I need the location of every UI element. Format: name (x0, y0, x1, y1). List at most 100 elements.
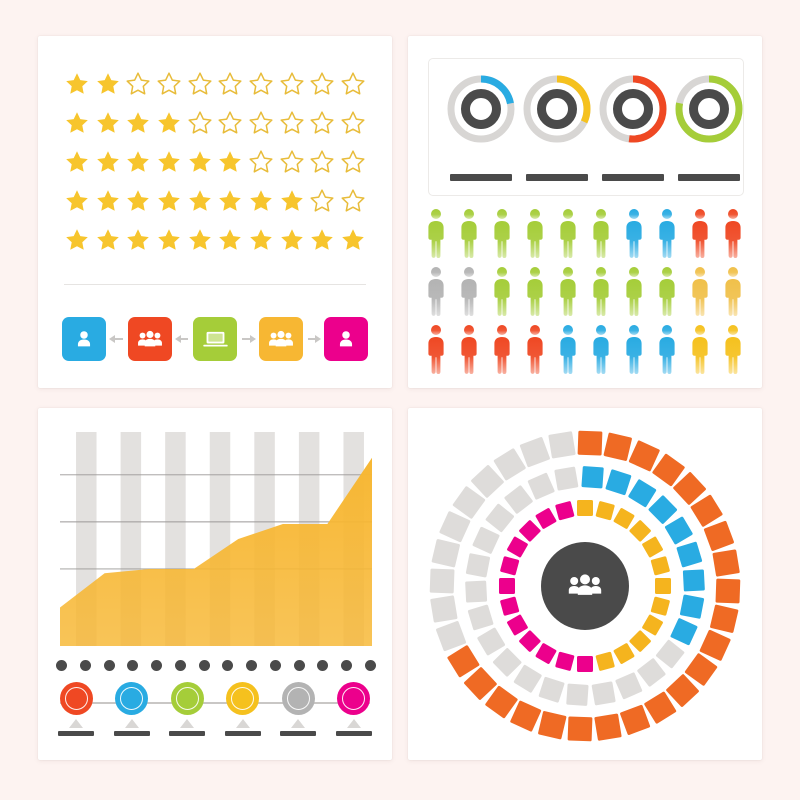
star-empty-icon[interactable] (309, 149, 335, 175)
star-empty-icon[interactable] (309, 188, 335, 214)
timeline-pointer-triangle (124, 719, 139, 728)
star-empty-icon[interactable] (248, 71, 274, 97)
star-filled-icon[interactable] (156, 188, 182, 214)
timeline-step-5[interactable] (276, 682, 320, 736)
people-row-2 (424, 266, 746, 318)
star-filled-icon[interactable] (248, 227, 274, 253)
star-filled-icon[interactable] (187, 188, 213, 214)
outer-ring-segment (485, 685, 518, 719)
axis-dot (174, 659, 186, 671)
star-empty-icon[interactable] (217, 71, 243, 97)
timeline-marker[interactable] (337, 682, 371, 715)
middle-ring-segment (554, 466, 579, 491)
star-filled-icon[interactable] (64, 227, 90, 253)
star-empty-icon[interactable] (309, 71, 335, 97)
star-empty-icon[interactable] (340, 188, 366, 214)
person-icon (523, 266, 548, 318)
star-filled-icon[interactable] (95, 110, 121, 136)
gauge-1[interactable] (445, 73, 517, 149)
timeline-step-2[interactable] (110, 682, 154, 736)
flow-tile-group[interactable] (258, 317, 303, 361)
star-empty-icon[interactable] (248, 110, 274, 136)
axis-dot-strip (56, 658, 376, 672)
donut-gauge-card (428, 58, 744, 196)
star-empty-icon[interactable] (340, 71, 366, 97)
outer-ring-segment (538, 711, 567, 740)
star-filled-icon[interactable] (95, 149, 121, 175)
middle-ring (465, 466, 705, 706)
star-filled-icon[interactable] (64, 110, 90, 136)
star-empty-icon[interactable] (187, 110, 213, 136)
star-filled-icon[interactable] (125, 227, 151, 253)
timeline-marker[interactable] (115, 682, 149, 715)
star-filled-icon[interactable] (248, 188, 274, 214)
star-filled-icon[interactable] (95, 227, 121, 253)
star-filled-icon[interactable] (309, 227, 335, 253)
star-filled-icon[interactable] (125, 188, 151, 214)
gauge-4[interactable] (673, 73, 745, 149)
timeline-pointer-triangle (346, 719, 361, 728)
user-icon (335, 328, 357, 350)
middle-ring-segment (670, 618, 698, 646)
star-empty-icon[interactable] (309, 110, 335, 136)
gauge-3-label-bar (602, 174, 664, 181)
area-chart-panel (38, 408, 392, 760)
star-filled-icon[interactable] (156, 227, 182, 253)
axis-dot (341, 659, 353, 671)
star-filled-icon[interactable] (187, 149, 213, 175)
timeline-marker[interactable] (59, 682, 93, 715)
inner-ring-segment (650, 556, 670, 576)
person-icon (622, 266, 647, 318)
star-filled-icon[interactable] (156, 110, 182, 136)
timeline-marker[interactable] (281, 682, 315, 715)
star-empty-icon[interactable] (279, 110, 305, 136)
star-empty-icon[interactable] (279, 149, 305, 175)
star-filled-icon[interactable] (95, 188, 121, 214)
middle-ring-segment (477, 627, 506, 656)
timeline-items (54, 682, 376, 736)
gauge-3[interactable] (597, 73, 669, 149)
flow-tile-laptop[interactable] (193, 317, 237, 361)
flow-tile-user[interactable] (62, 317, 106, 361)
star-empty-icon[interactable] (340, 110, 366, 136)
inner-ring-segment (500, 556, 520, 576)
star-rating-row (64, 220, 366, 259)
star-filled-icon[interactable] (64, 71, 90, 97)
star-filled-icon[interactable] (217, 188, 243, 214)
middle-ring-segment (676, 541, 703, 568)
star-filled-icon[interactable] (125, 149, 151, 175)
star-empty-icon[interactable] (340, 149, 366, 175)
timeline-step-4[interactable] (221, 682, 265, 736)
star-filled-icon[interactable] (125, 110, 151, 136)
arrow-head (109, 334, 115, 343)
star-filled-icon[interactable] (64, 188, 90, 214)
timeline-marker[interactable] (226, 682, 260, 715)
middle-ring-segment (492, 648, 522, 677)
middle-ring-segment (591, 681, 616, 706)
star-filled-icon[interactable] (279, 227, 305, 253)
star-filled-icon[interactable] (340, 227, 366, 253)
star-rating-row (64, 181, 366, 220)
star-filled-icon[interactable] (217, 227, 243, 253)
star-empty-icon[interactable] (217, 110, 243, 136)
flow-tile-group[interactable] (127, 317, 172, 361)
star-empty-icon[interactable] (279, 71, 305, 97)
star-filled-icon[interactable] (217, 149, 243, 175)
star-empty-icon[interactable] (156, 71, 182, 97)
timeline-marker[interactable] (170, 682, 204, 715)
star-filled-icon[interactable] (279, 188, 305, 214)
middle-ring-segment (467, 604, 494, 631)
flow-tile-user[interactable] (324, 317, 368, 361)
star-filled-icon[interactable] (64, 149, 90, 175)
timeline-step-6[interactable] (332, 682, 376, 736)
timeline-step-1[interactable] (54, 682, 98, 736)
outer-ring-segment (594, 713, 622, 741)
star-empty-icon[interactable] (125, 71, 151, 97)
star-empty-icon[interactable] (248, 149, 274, 175)
star-empty-icon[interactable] (187, 71, 213, 97)
star-filled-icon[interactable] (187, 227, 213, 253)
gauge-2[interactable] (521, 73, 593, 149)
timeline-step-3[interactable] (165, 682, 209, 736)
star-filled-icon[interactable] (156, 149, 182, 175)
star-filled-icon[interactable] (95, 71, 121, 97)
